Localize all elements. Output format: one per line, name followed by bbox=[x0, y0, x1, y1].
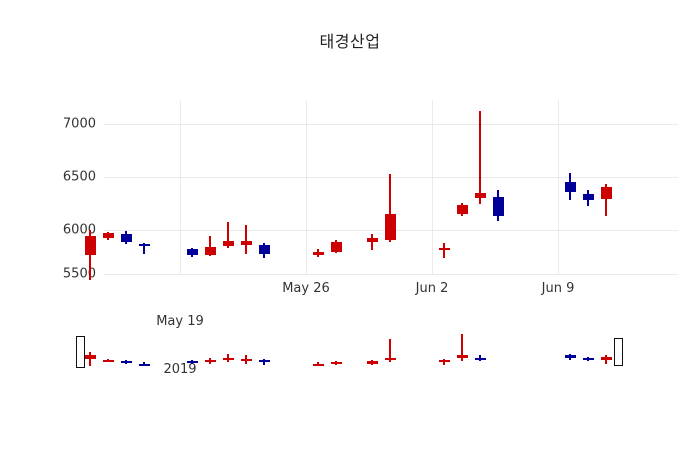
candle-body[interactable] bbox=[456, 205, 468, 214]
candle-body[interactable] bbox=[240, 241, 252, 245]
volume-range-marker[interactable] bbox=[614, 338, 623, 366]
volume-bar-body[interactable] bbox=[138, 363, 150, 366]
candle-wick bbox=[143, 243, 145, 254]
candle-body[interactable] bbox=[492, 197, 504, 216]
candle-body[interactable] bbox=[312, 252, 324, 255]
candle-body[interactable] bbox=[120, 234, 132, 242]
volume-bar-body[interactable] bbox=[600, 356, 612, 361]
volume-bar-wick bbox=[89, 351, 91, 366]
volume-bar-body[interactable] bbox=[222, 357, 234, 361]
candle-wick bbox=[209, 236, 211, 256]
y-axis-tick-6500: 6500 bbox=[62, 169, 96, 185]
volume-bar-wick bbox=[143, 362, 145, 365]
volume-bar-body[interactable] bbox=[474, 357, 486, 360]
volume-bar-body[interactable] bbox=[366, 361, 378, 364]
volume-bar-wick bbox=[461, 334, 463, 362]
gridline-horizontal-7000 bbox=[104, 124, 678, 125]
volume-bar-body[interactable] bbox=[312, 363, 324, 366]
x-axis-tick-may-19-line2: 2019 bbox=[163, 362, 197, 378]
candle-wick bbox=[389, 174, 391, 242]
volume-bar-body[interactable] bbox=[204, 360, 216, 363]
candle-wick bbox=[371, 234, 373, 250]
candle-body[interactable] bbox=[582, 194, 594, 200]
candle-body[interactable] bbox=[366, 238, 378, 242]
x-axis-tick-may-19: May 19 2019 bbox=[130, 281, 230, 411]
candle-body[interactable] bbox=[102, 233, 114, 238]
gridline-vertical-jun-2 bbox=[432, 100, 433, 275]
candle-wick bbox=[479, 111, 481, 204]
candle-body[interactable] bbox=[438, 248, 450, 250]
chart-title: 태경산업 bbox=[319, 32, 381, 51]
volume-bar-body[interactable] bbox=[120, 361, 132, 364]
gridline-vertical-may-19 bbox=[180, 100, 181, 275]
candle-body[interactable] bbox=[384, 214, 396, 240]
gridline-vertical-jun-9 bbox=[558, 100, 559, 275]
volume-bar-body[interactable] bbox=[240, 358, 252, 362]
candle-body[interactable] bbox=[258, 245, 270, 254]
candle-body[interactable] bbox=[186, 249, 198, 255]
volume-range-marker[interactable] bbox=[76, 336, 85, 368]
volume-bar-body[interactable] bbox=[456, 355, 468, 358]
candle-body[interactable] bbox=[138, 244, 150, 246]
candle-body[interactable] bbox=[222, 241, 234, 246]
candle-body[interactable] bbox=[204, 247, 216, 255]
volume-bar-body[interactable] bbox=[84, 355, 96, 359]
candle-wick bbox=[443, 243, 445, 258]
volume-bar-body[interactable] bbox=[258, 360, 270, 363]
candle-body[interactable] bbox=[600, 187, 612, 199]
volume-bar-body[interactable] bbox=[438, 360, 450, 363]
volume-bar-body[interactable] bbox=[186, 361, 198, 364]
candle-wick bbox=[89, 230, 91, 280]
volume-bar-body[interactable] bbox=[582, 357, 594, 360]
candle-wick bbox=[605, 184, 607, 216]
gridline-horizontal-5500 bbox=[104, 274, 678, 275]
y-axis-tick-6000: 6000 bbox=[62, 222, 96, 238]
candle-body[interactable] bbox=[564, 182, 576, 192]
y-axis-tick-7000: 7000 bbox=[62, 116, 96, 132]
volume-bar-body[interactable] bbox=[330, 362, 342, 365]
gridline-horizontal-6500 bbox=[104, 177, 678, 178]
volume-bar-body[interactable] bbox=[564, 355, 576, 358]
candle-wick bbox=[227, 222, 229, 248]
x-axis-tick-jun-9: Jun 9 bbox=[541, 281, 575, 296]
volume-bar-wick bbox=[389, 338, 391, 363]
x-axis-tick-jun-2: Jun 2 bbox=[415, 281, 449, 296]
y-axis-tick-5500: 5500 bbox=[62, 266, 96, 282]
volume-bar-body[interactable] bbox=[384, 357, 396, 361]
gridline-vertical-may-26 bbox=[306, 100, 307, 275]
candle-body[interactable] bbox=[474, 193, 486, 198]
candle-wick bbox=[245, 225, 247, 254]
candle-body[interactable] bbox=[84, 236, 96, 255]
x-axis-tick-may-19-line1: May 19 bbox=[156, 313, 204, 329]
candle-body[interactable] bbox=[330, 242, 342, 252]
volume-bar-body[interactable] bbox=[102, 360, 114, 363]
x-axis-tick-may-26: May 26 bbox=[282, 281, 330, 296]
